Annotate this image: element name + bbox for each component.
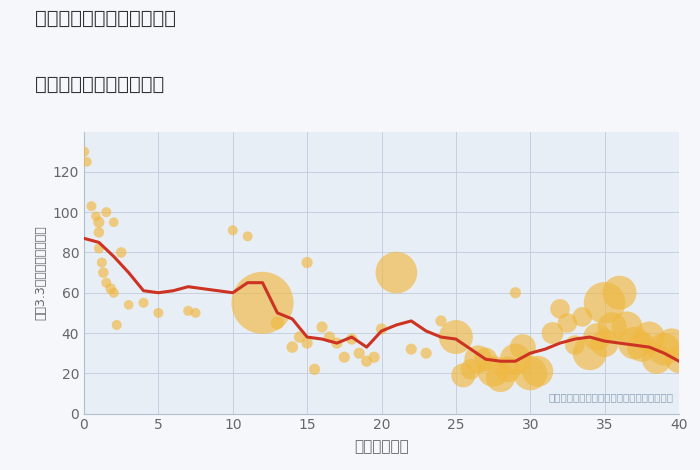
Point <box>101 279 112 286</box>
Point <box>294 333 305 341</box>
Point <box>123 301 134 309</box>
Point <box>331 339 342 347</box>
Point <box>324 333 335 341</box>
Text: 築年数別中古戸建て価格: 築年数別中古戸建て価格 <box>35 75 164 94</box>
Point <box>554 305 566 313</box>
Point <box>316 323 328 331</box>
Point <box>666 339 677 347</box>
Point <box>562 319 573 327</box>
Point <box>111 321 122 329</box>
Point <box>302 259 313 266</box>
Point <box>361 358 372 365</box>
Point <box>98 269 109 276</box>
Point <box>614 289 625 297</box>
Point <box>81 158 92 165</box>
Point <box>302 339 313 347</box>
Point <box>435 317 447 325</box>
Point <box>153 309 164 317</box>
Point <box>465 366 476 373</box>
Point <box>93 228 104 236</box>
Point <box>86 203 97 210</box>
Point <box>458 372 469 379</box>
Point <box>105 285 116 292</box>
Point <box>659 345 670 353</box>
Point <box>272 319 283 327</box>
Point <box>636 344 648 351</box>
Point <box>287 344 298 351</box>
Point <box>78 148 90 156</box>
Point <box>547 329 558 337</box>
Point <box>599 339 610 347</box>
Point <box>368 353 379 361</box>
Point <box>93 219 104 226</box>
Point <box>577 313 588 321</box>
Point <box>406 345 417 353</box>
Point <box>309 366 320 373</box>
Point <box>346 335 357 343</box>
Point <box>510 289 521 297</box>
Point <box>421 349 432 357</box>
Point <box>101 208 112 216</box>
Point <box>190 309 201 317</box>
Point <box>644 333 655 341</box>
Point <box>108 219 119 226</box>
Point <box>480 355 491 363</box>
Point <box>503 366 514 373</box>
Point <box>93 245 104 252</box>
Point <box>584 349 595 357</box>
Point <box>183 307 194 314</box>
Point <box>517 344 528 351</box>
Point <box>354 349 365 357</box>
Text: 福岡県久留米市津福本町の: 福岡県久留米市津福本町の <box>35 9 176 28</box>
Point <box>487 368 498 375</box>
Text: 円の大きさは、取引のあった物件面積を示す: 円の大きさは、取引のあった物件面積を示す <box>548 392 673 402</box>
Point <box>569 341 580 349</box>
Point <box>227 227 238 234</box>
Point <box>339 353 350 361</box>
Point <box>606 323 617 331</box>
Point <box>525 369 536 377</box>
Point <box>622 323 633 331</box>
Point <box>592 333 603 341</box>
Point <box>376 325 387 333</box>
Point <box>599 299 610 306</box>
Point <box>673 355 685 363</box>
Point <box>495 374 506 381</box>
Point <box>90 212 101 220</box>
Point <box>257 299 268 306</box>
Point <box>116 249 127 256</box>
Point <box>96 259 108 266</box>
Point <box>450 333 461 341</box>
Point <box>629 339 640 347</box>
Y-axis label: 坪（3.3㎡）単価（万円）: 坪（3.3㎡）単価（万円） <box>34 225 47 320</box>
Point <box>532 368 543 375</box>
Point <box>242 233 253 240</box>
Point <box>138 299 149 306</box>
Point <box>510 355 521 363</box>
Point <box>108 289 119 297</box>
X-axis label: 築年数（年）: 築年数（年） <box>354 439 409 454</box>
Point <box>473 355 484 363</box>
Point <box>391 269 402 276</box>
Point <box>651 355 662 363</box>
